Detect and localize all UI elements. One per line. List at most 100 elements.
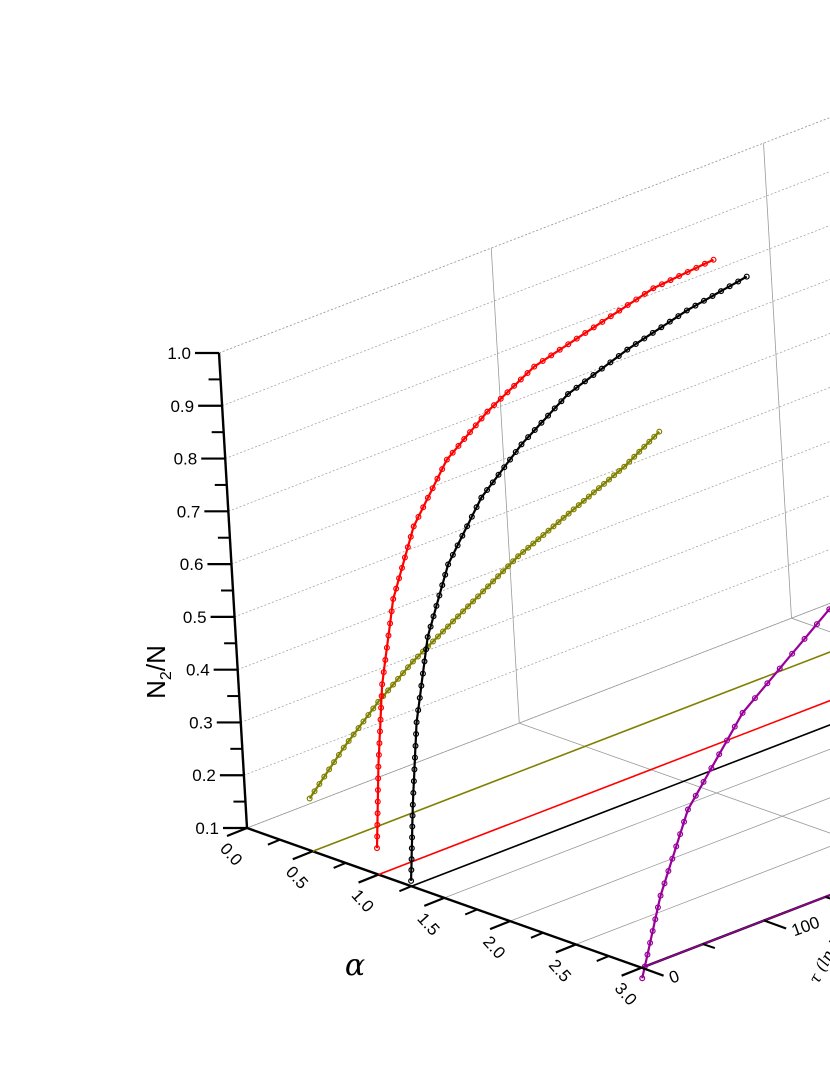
- left-wall-gridline: [246, 602, 830, 829]
- series-point: [531, 426, 538, 433]
- grid-layer: [218, 117, 830, 969]
- series-point: [565, 510, 572, 517]
- alpha-tick-label: 2.5: [545, 956, 575, 986]
- series-point: [801, 635, 808, 642]
- series-point: [408, 867, 415, 874]
- series-point: [599, 318, 606, 325]
- series-point: [636, 448, 643, 455]
- series-point: [470, 598, 477, 605]
- z-axis-label: N2/N: [141, 645, 175, 699]
- series-point: [382, 656, 389, 663]
- series-point: [370, 705, 377, 712]
- alpha-tick-label: 2.0: [479, 932, 509, 962]
- series-point: [378, 704, 385, 711]
- series-point: [411, 754, 418, 761]
- alpha-tick: [423, 896, 445, 907]
- series-point: [373, 845, 380, 852]
- series-point: [598, 365, 605, 372]
- series-point: [375, 751, 382, 758]
- series-point: [641, 443, 648, 450]
- series-point: [731, 723, 738, 730]
- floor-gridline: [246, 602, 830, 829]
- series-point: [424, 494, 431, 501]
- series-point: [410, 789, 417, 796]
- series-point: [396, 575, 403, 582]
- series-point: [585, 493, 592, 500]
- series-point: [525, 544, 532, 551]
- series-point: [409, 801, 416, 808]
- series-point: [401, 554, 408, 561]
- series-point: [445, 623, 452, 630]
- alpha-minor-tick: [399, 885, 412, 893]
- series-point: [639, 975, 646, 982]
- alpha-tick: [292, 850, 314, 861]
- z-tick-label: 0.8: [174, 450, 198, 469]
- series-point: [530, 540, 537, 547]
- series-point: [657, 892, 664, 899]
- series-point: [449, 551, 456, 558]
- z-tick-label: 0.5: [183, 608, 207, 627]
- series-point: [413, 731, 420, 738]
- series-point: [601, 480, 608, 487]
- series-point: [331, 759, 338, 766]
- series-point: [776, 665, 783, 672]
- series-point: [340, 744, 347, 751]
- series-line: [308, 430, 661, 800]
- series-point: [570, 506, 577, 513]
- series-point: [411, 766, 418, 773]
- ticks-layer: 0.1 0.2 0.3 0.4 0.5 0.6 0.7 0.8 0.9 1.0 0.0 0.5 1.0 1…: [167, 344, 830, 1009]
- series-point: [385, 632, 392, 639]
- series-point: [531, 363, 538, 370]
- series-point: [374, 821, 381, 828]
- series-point: [433, 602, 440, 609]
- series-point: [326, 766, 333, 773]
- series-point: [700, 297, 707, 304]
- series-point: [409, 834, 416, 841]
- baseline-layer: [312, 651, 830, 969]
- alpha-tick: [489, 920, 511, 931]
- series-point: [439, 466, 446, 473]
- series-point: [626, 458, 633, 465]
- series-point: [723, 737, 730, 744]
- series-point: [709, 292, 716, 299]
- series-point: [495, 573, 502, 580]
- series-point: [652, 916, 659, 923]
- series-point: [455, 613, 462, 620]
- z-axis-label-tail: /N: [141, 645, 171, 671]
- series-point: [390, 596, 397, 603]
- series-point: [398, 564, 405, 571]
- left-wall-gridline: [240, 495, 830, 723]
- series-point: [485, 583, 492, 590]
- alpha-tick-label: 0.5: [282, 862, 312, 892]
- series-point: [418, 682, 425, 689]
- series-point: [631, 453, 638, 460]
- tau-tick: [641, 966, 664, 977]
- series-point: [658, 281, 665, 288]
- series-point: [743, 273, 750, 280]
- series-point: [710, 256, 717, 263]
- series-point: [665, 868, 672, 875]
- alpha-minor-tick: [464, 908, 478, 916]
- series-point: [383, 644, 390, 651]
- left-wall-gridline: [231, 333, 830, 565]
- series-point: [501, 464, 508, 471]
- alpha-tick-label: 1.5: [413, 909, 443, 939]
- left-wall-gridline: [225, 225, 830, 459]
- series-point: [427, 623, 434, 630]
- series-point: [515, 553, 522, 560]
- series-point: [548, 352, 555, 359]
- series-point: [388, 608, 395, 615]
- left-wall-gridline: [218, 117, 830, 354]
- series-point: [375, 775, 382, 782]
- series-point: [480, 588, 487, 595]
- series-point: [385, 687, 392, 694]
- series-point: [395, 675, 402, 682]
- series-point: [676, 273, 683, 280]
- series-point: [350, 731, 357, 738]
- series-point: [683, 307, 690, 314]
- series-point: [581, 378, 588, 385]
- series-line: [410, 275, 748, 881]
- top-edge: [218, 117, 830, 354]
- series-point: [404, 544, 411, 551]
